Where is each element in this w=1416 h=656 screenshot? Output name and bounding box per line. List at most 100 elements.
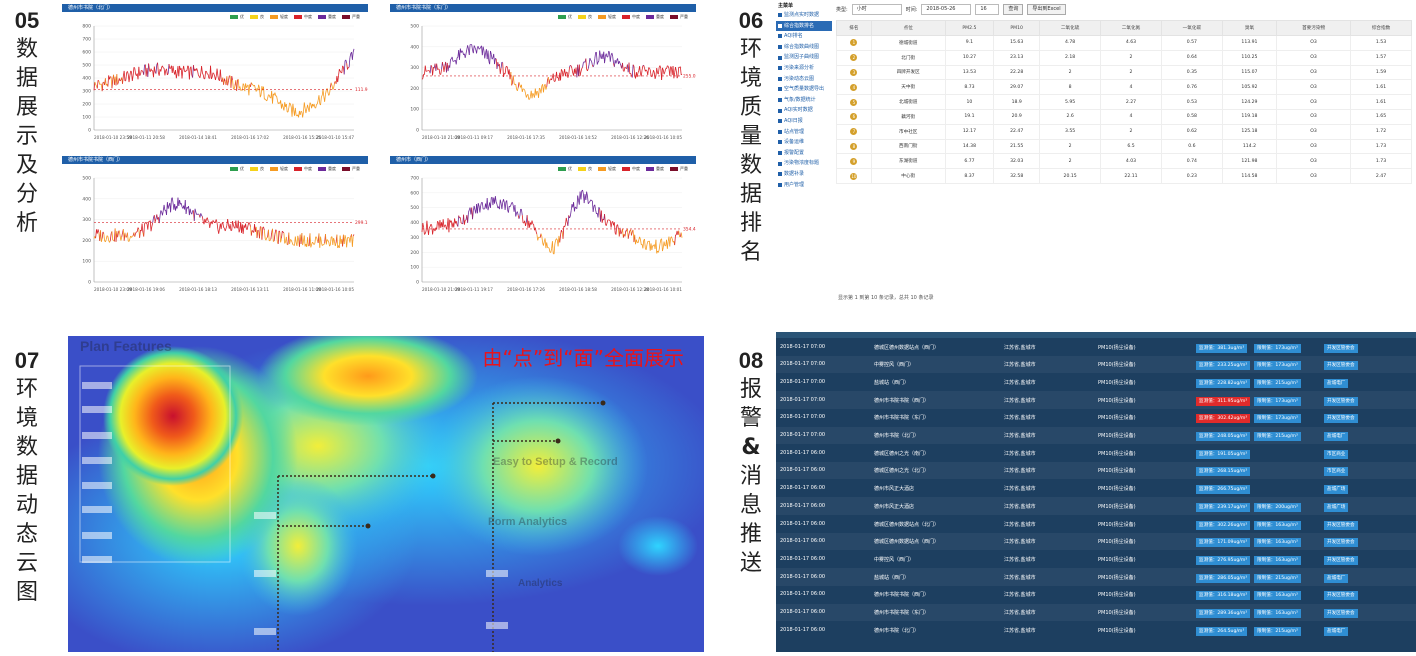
owner-tag[interactable]: 开发区管委会 [1324, 343, 1358, 353]
owner-tag[interactable]: 盐城电厂 [1324, 573, 1349, 583]
menu-item[interactable]: AQI排名 [776, 31, 832, 42]
alarm-row[interactable]: 2018-01-17 06:00 德州市书院书院（东门） 江苏省,盐城市 PM10(扬… [776, 603, 1416, 622]
alarm-time: 2018-01-17 06:00 [780, 591, 826, 598]
column-header[interactable]: 臭氧 [1221, 20, 1278, 36]
series-segment [187, 65, 189, 67]
owner-tag[interactable]: 开发区管委会 [1324, 361, 1358, 371]
owner-tag[interactable]: 市区商业 [1324, 467, 1349, 477]
date-input[interactable]: 2018-05-26 [921, 4, 972, 15]
menu-item[interactable]: 污染物浓度标题 [776, 158, 832, 169]
section-title-char: 析 [15, 211, 38, 236]
menu-item[interactable]: 污染动态云图 [776, 74, 832, 85]
column-header[interactable]: PM10 [993, 20, 1041, 36]
alarm-row[interactable]: 2018-01-17 07:00 德州市书院书院（西门） 江苏省,盐城市 PM10(扬… [776, 391, 1416, 409]
series-segment [143, 64, 145, 75]
alarm-row[interactable]: 2018-01-17 06:00 盐城站（西门） 江苏省,盐城市 PM10(扬尘设备)… [776, 568, 1416, 586]
series-segment [490, 197, 492, 208]
alarm-type: PM10(扬尘设备) [1098, 450, 1136, 457]
alarm-row[interactable]: 2018-01-17 06:00 德州市风正大酒店 江苏省,盐城市 PM10(扬尘设备… [776, 497, 1416, 515]
series-segment [270, 232, 273, 240]
menu-item[interactable]: 设备运维 [776, 137, 832, 148]
owner-tag[interactable]: 开发区管委会 [1324, 591, 1358, 601]
menu-item[interactable]: 监测因子曲线图 [776, 52, 832, 63]
alarm-row[interactable]: 2018-01-17 06:00 德城区德州之光（南门） 江苏省,盐城市 PM10(扬… [776, 444, 1416, 462]
menu-item[interactable]: 污染来源分析 [776, 63, 832, 74]
series-segment [139, 230, 141, 238]
alarm-type: PM10(扬尘设备) [1098, 415, 1136, 422]
menu-item[interactable]: 综合指数排名 [776, 20, 832, 32]
column-header[interactable]: 二氧化氮 [1100, 20, 1162, 36]
series-segment [467, 45, 469, 50]
owner-tag[interactable]: 开发区管委会 [1324, 396, 1358, 406]
series-segment [651, 74, 654, 78]
rank-badge: 9 [850, 157, 858, 165]
column-header[interactable]: 一氧化碳 [1160, 20, 1223, 36]
owner-tag[interactable]: 盐城广场 [1324, 485, 1349, 495]
owner-tag[interactable]: 开发区管委会 [1324, 538, 1358, 548]
menu-item[interactable]: 报警配置 [776, 148, 832, 159]
table-cell: 22.47 [993, 123, 1041, 140]
menu-item[interactable]: 空气质量数据导出 [776, 84, 832, 95]
menu-item[interactable]: 综合指数曲线图 [776, 42, 832, 53]
menu-item[interactable]: 用户管理 [776, 180, 832, 191]
column-header[interactable]: PM2.5 [944, 20, 995, 36]
series-segment [617, 224, 619, 230]
menu-item[interactable]: AQI日报 [776, 116, 832, 127]
owner-tag[interactable]: 开发区管委会 [1324, 520, 1358, 530]
alarm-row[interactable]: 2018-01-17 06:00 德城区德州数据站点（北门） 江苏省,盐城市 PM10… [776, 515, 1416, 533]
owner-tag[interactable]: 开发区管委会 [1324, 555, 1358, 565]
alarm-row[interactable]: 2018-01-17 06:00 德州市书院（北门） 江苏省,盐城市 PM10(扬尘设… [776, 621, 1416, 639]
alarm-row[interactable]: 2018-01-17 06:00 德州市风正大酒店 江苏省,盐城市 PM10(扬尘设备… [776, 480, 1416, 498]
menu-item[interactable]: 数据补录 [776, 169, 832, 180]
legend-swatch [250, 15, 258, 19]
owner-tag[interactable]: 盐城电厂 [1324, 626, 1349, 636]
owner-tag[interactable]: 市区商业 [1324, 449, 1349, 459]
type-select[interactable]: 小时 [851, 4, 902, 15]
owner-tag[interactable]: 开发区管委会 [1324, 609, 1358, 618]
export-excel-button[interactable]: 导出到Excel [1027, 4, 1066, 15]
owner-tag[interactable]: 盐城电厂 [1324, 378, 1349, 388]
hour-select[interactable]: 16 [975, 4, 1000, 15]
alarm-type: PM10(扬尘设备) [1098, 379, 1136, 386]
series-segment [615, 225, 618, 235]
alarm-row[interactable]: 2018-01-17 06:00 德州市书院书院（西门） 江苏省,盐城市 PM10(扬… [776, 586, 1416, 604]
owner-tag[interactable]: 开发区管委会 [1324, 414, 1358, 424]
series-segment [595, 209, 597, 214]
owner-tag[interactable]: 盐城广场 [1324, 502, 1349, 512]
menu-item[interactable]: 气象/数据统计 [776, 95, 832, 106]
legend-label: 良 [588, 166, 592, 171]
menu-item[interactable]: 监测点实时数据 [776, 10, 832, 21]
series-segment [287, 107, 290, 113]
alarm-row[interactable]: 2018-01-17 07:00 盐城站（西门） 江苏省,盐城市 PM10(扬尘设备)… [776, 373, 1416, 391]
column-header[interactable]: 排名 [836, 20, 872, 36]
series-segment [288, 102, 291, 109]
owner-tag[interactable]: 盐城电厂 [1324, 432, 1349, 441]
alarm-row[interactable]: 2018-01-17 07:00 德城区德州数据站点（西门） 江苏省,盐城市 PM10… [776, 338, 1416, 356]
y-tick-label: 400 [82, 76, 91, 82]
column-header[interactable]: 二氧化硫 [1039, 20, 1102, 36]
series-segment [109, 240, 111, 243]
alarm-row[interactable]: 2018-01-17 06:00 中雾控风（西门） 江苏省,盐城市 PM10(扬尘设备… [776, 550, 1416, 568]
legend-swatch [342, 15, 350, 19]
rank-badge: 2 [850, 54, 858, 62]
series-segment [634, 234, 636, 245]
legend-label: 良 [260, 14, 264, 19]
alarm-row[interactable]: 2018-01-17 06:00 德城区德州数据站点（西门） 江苏省,盐城市 PM10… [776, 532, 1416, 551]
column-header[interactable]: 首要污染物 [1276, 20, 1352, 36]
series-segment [254, 85, 256, 89]
query-button[interactable]: 查询 [1003, 4, 1024, 15]
series-segment [168, 63, 171, 69]
menu-item[interactable]: AQI实时数据 [776, 105, 832, 116]
alarm-row[interactable]: 2018-01-17 06:00 德城区德州之光（北门） 江苏省,盐城市 PM10(扬… [776, 461, 1416, 480]
rank-badge: 5 [850, 98, 858, 106]
series-segment [628, 230, 631, 235]
column-header[interactable]: 综合指数 [1350, 20, 1412, 36]
series-segment [525, 222, 527, 227]
column-header[interactable]: 点位 [870, 20, 946, 36]
alarm-region: 江苏省,盐城市 [1004, 503, 1036, 510]
alarm-row[interactable]: 2018-01-17 07:00 德州市书院书院（东门） 江苏省,盐城市 PM10(扬… [776, 409, 1416, 427]
alarm-row[interactable]: 2018-01-17 07:00 德州市书院（北门） 江苏省,盐城市 PM10(扬尘设… [776, 426, 1416, 445]
series-segment [649, 69, 652, 76]
menu-item[interactable]: 站点管理 [776, 127, 832, 138]
alarm-row[interactable]: 2018-01-17 07:00 中雾控风（西门） 江苏省,盐城市 PM10(扬尘设备… [776, 355, 1416, 374]
